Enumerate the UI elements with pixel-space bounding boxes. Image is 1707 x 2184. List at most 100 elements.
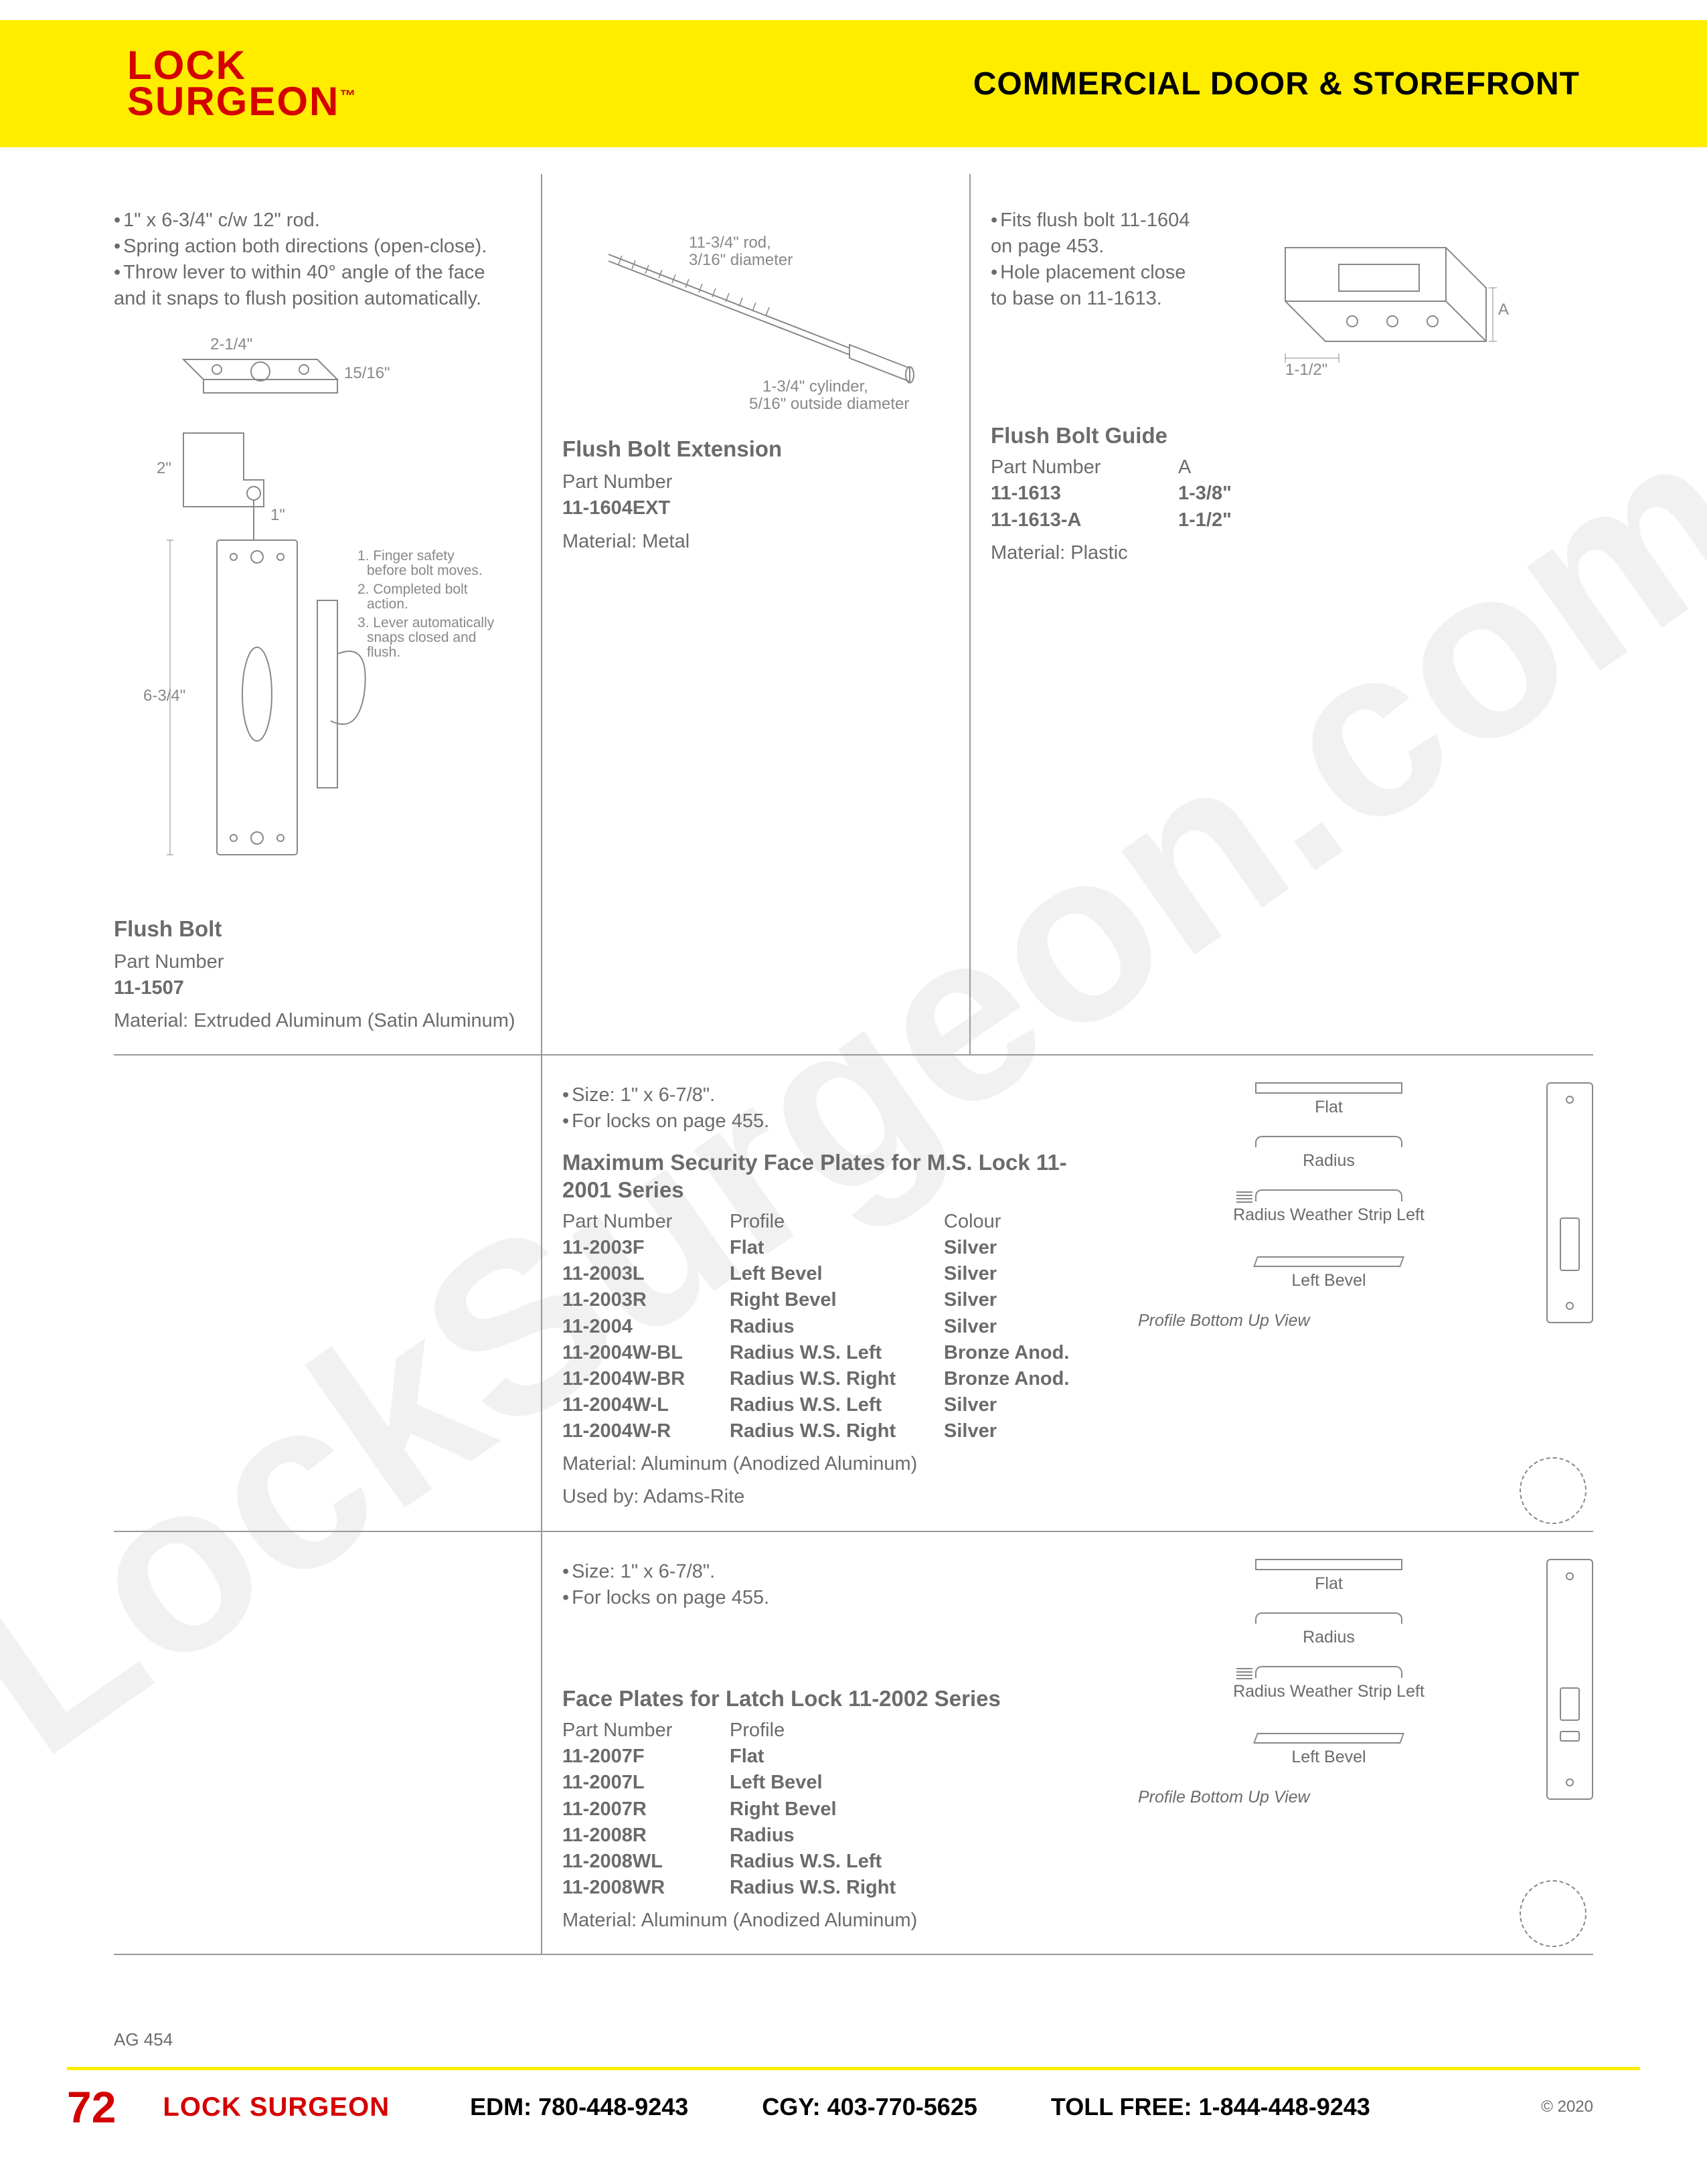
table-row: 11-2004W-BLRadius W.S. LeftBronze Anod. [562,1340,1111,1366]
svg-text:snaps closed and: snaps closed and [367,630,476,645]
svg-text:1": 1" [270,506,285,524]
faceplate-vertical-diagram [1520,1559,1593,1934]
profile-wstrip: Radius Weather Strip Left [1138,1189,1520,1240]
svg-text:2": 2" [157,459,171,477]
flush-bolt-ext-part: 11-1604EXT [562,495,949,521]
svg-text:2. Completed bolt: 2. Completed bolt [357,582,468,597]
row-2: Size: 1" x 6-7/8". For locks on page 455… [114,1056,1593,1531]
faceplates-2001-bullets: Size: 1" x 6-7/8". For locks on page 455… [562,1082,1111,1135]
svg-text:before bolt moves.: before bolt moves. [367,563,483,578]
flush-bolt-section: 1" x 6-3/4" c/w 12" rod. Spring action b… [114,174,542,1054]
flush-bolt-guide-bullets: Fits flush bolt 11-1604 on page 453. Hol… [991,207,1205,408]
header-bar: LOCK SURGEON™ COMMERCIAL DOOR & STOREFRO… [0,20,1707,147]
table-row: 11-2003RRight BevelSilver [562,1287,1111,1313]
flush-bolt-ext-part-label: Part Number [562,469,949,495]
svg-text:flush.: flush. [367,645,400,660]
flush-bolt-diagram: 2-1/4" 15/16" 2" 1" 6-3/4" 1. Finger saf… [114,313,521,902]
svg-text:A: A [1498,301,1509,319]
footer-rule [67,2067,1640,2070]
faceplates-2002-profiles: Flat Radius Radius Weather Strip Left Le… [1111,1559,1593,1934]
flush-bolt-guide-table: Part Number A 11-1613 1-3/8" 11-1613-A 1… [991,454,1593,533]
faceplates-2002-section: Size: 1" x 6-7/8". For locks on page 455… [542,1532,1593,1954]
table-row: 11-2003FFlatSilver [562,1235,1111,1261]
svg-text:11-3/4" rod,: 11-3/4" rod, [689,234,771,252]
profile-radius: Radius [1138,1136,1520,1173]
profile-bevel: Left Bevel [1138,1733,1520,1770]
row-1: 1" x 6-3/4" c/w 12" rod. Spring action b… [114,174,1593,1056]
flush-bolt-bullets: 1" x 6-3/4" c/w 12" rod. Spring action b… [114,207,521,313]
logo-line2: SURGEON™ [127,84,357,120]
faceplates-2001-usedby: Used by: Adams-Rite [562,1484,1111,1510]
faceplates-2001-table: Part Number Profile Colour 11-2003FFlatS… [562,1209,1111,1444]
flush-bolt-material: Material: Extruded Aluminum (Satin Alumi… [114,1008,521,1034]
content: 1" x 6-3/4" c/w 12" rod. Spring action b… [114,174,1593,2057]
faceplates-2001-material: Material: Aluminum (Anodized Aluminum) [562,1451,1111,1477]
profile-bevel: Left Bevel [1138,1256,1520,1293]
copyright: © 2020 [1541,2098,1593,2116]
table-head: Part Number Profile Colour [562,1209,1111,1235]
logo-line1: LOCK [127,48,357,84]
table-row: 11-2008RRadius [562,1823,1111,1849]
flush-bolt-ext-material: Material: Metal [562,529,949,555]
table-row: 11-1613 1-3/8" [991,481,1593,507]
svg-text:1. Finger safety: 1. Finger safety [357,548,455,564]
flush-bolt-part-label: Part Number [114,949,521,975]
table-row: 11-2004W-LRadius W.S. LeftSilver [562,1392,1111,1418]
table-row: 11-2007LLeft Bevel [562,1770,1111,1796]
profile-caption: Profile Bottom Up View [1138,1310,1520,1333]
table-row: 11-2003LLeft BevelSilver [562,1261,1111,1287]
flush-bolt-guide-title: Flush Bolt Guide [991,422,1593,449]
svg-text:3. Lever automatically: 3. Lever automatically [357,615,495,631]
svg-text:5/16" outside diameter: 5/16" outside diameter [749,395,909,413]
flush-bolt-guide-material: Material: Plastic [991,540,1593,566]
footer-edm: EDM: 780-448-9243 [470,2093,688,2121]
svg-text:15/16": 15/16" [344,364,390,382]
footer-brand: LOCK SURGEON [163,2092,390,2122]
page-number: 72 [67,2082,116,2132]
table-row: 11-2008WLRadius W.S. Left [562,1849,1111,1875]
row-3: Size: 1" x 6-7/8". For locks on page 455… [114,1532,1593,1956]
flush-bolt-ext-section: 11-3/4" rod, 3/16" diameter 1-3/4" cylin… [542,174,971,1054]
flush-bolt-title: Flush Bolt [114,915,521,942]
logo-tm: ™ [339,87,357,105]
faceplates-2001-profiles: Flat Radius Radius Weather Strip Left Le… [1111,1082,1593,1510]
header-title: COMMERCIAL DOOR & STOREFRONT [973,66,1580,102]
svg-text:1-1/2": 1-1/2" [1285,361,1327,379]
table-row: 11-2008WRRadius W.S. Right [562,1875,1111,1901]
profile-flat: Flat [1138,1082,1520,1119]
svg-text:1-3/4" cylinder,: 1-3/4" cylinder, [762,377,868,396]
faceplates-2001-section: Size: 1" x 6-7/8". For locks on page 455… [542,1056,1593,1530]
profile-radius: Radius [1138,1612,1520,1649]
flush-bolt-ext-diagram: 11-3/4" rod, 3/16" diameter 1-3/4" cylin… [562,207,949,422]
svg-text:2-1/4": 2-1/4" [210,335,252,353]
faceplate-vertical-diagram [1520,1082,1593,1510]
table-row: 11-2004RadiusSilver [562,1314,1111,1340]
row3-left-spacer [114,1532,542,1954]
logo: LOCK SURGEON™ [127,48,357,120]
footer-cgy: CGY: 403-770-5625 [762,2093,977,2121]
footer-tollfree: TOLL FREE: 1-844-448-9243 [1051,2093,1370,2121]
table-row: 11-2004W-BRRadius W.S. RightBronze Anod. [562,1366,1111,1392]
flush-bolt-guide-section: Fits flush bolt 11-1604 on page 453. Hol… [971,174,1593,1054]
faceplates-2001-title: Maximum Security Face Plates for M.S. Lo… [562,1149,1111,1204]
table-row: 11-2004W-RRadius W.S. RightSilver [562,1418,1111,1444]
footer-bar: 72 LOCK SURGEON EDM: 780-448-9243 CGY: 4… [0,2077,1707,2137]
ag-code: AG 454 [114,2029,173,2050]
profile-caption: Profile Bottom Up View [1138,1786,1520,1809]
faceplates-2002-bullets: Size: 1" x 6-7/8". For locks on page 455… [562,1559,1111,1611]
table-head: Part Number A [991,454,1593,481]
profile-flat: Flat [1138,1559,1520,1596]
flush-bolt-part: 11-1507 [114,975,521,1001]
flush-bolt-guide-diagram: 1-1/2" A [1205,207,1593,408]
faceplates-2002-table: Part Number Profile 11-2007FFlat11-2007L… [562,1717,1111,1901]
svg-text:6-3/4": 6-3/4" [143,687,185,705]
svg-text:action.: action. [367,596,408,612]
row2-left-spacer [114,1056,542,1530]
table-row: 11-2007RRight Bevel [562,1796,1111,1823]
flush-bolt-ext-title: Flush Bolt Extension [562,435,949,463]
table-head: Part Number Profile [562,1717,1111,1744]
profile-wstrip: Radius Weather Strip Left [1138,1666,1520,1716]
faceplates-2002-title: Face Plates for Latch Lock 11-2002 Serie… [562,1685,1111,1712]
table-row: 11-2007FFlat [562,1744,1111,1770]
svg-text:3/16" diameter: 3/16" diameter [689,251,793,269]
